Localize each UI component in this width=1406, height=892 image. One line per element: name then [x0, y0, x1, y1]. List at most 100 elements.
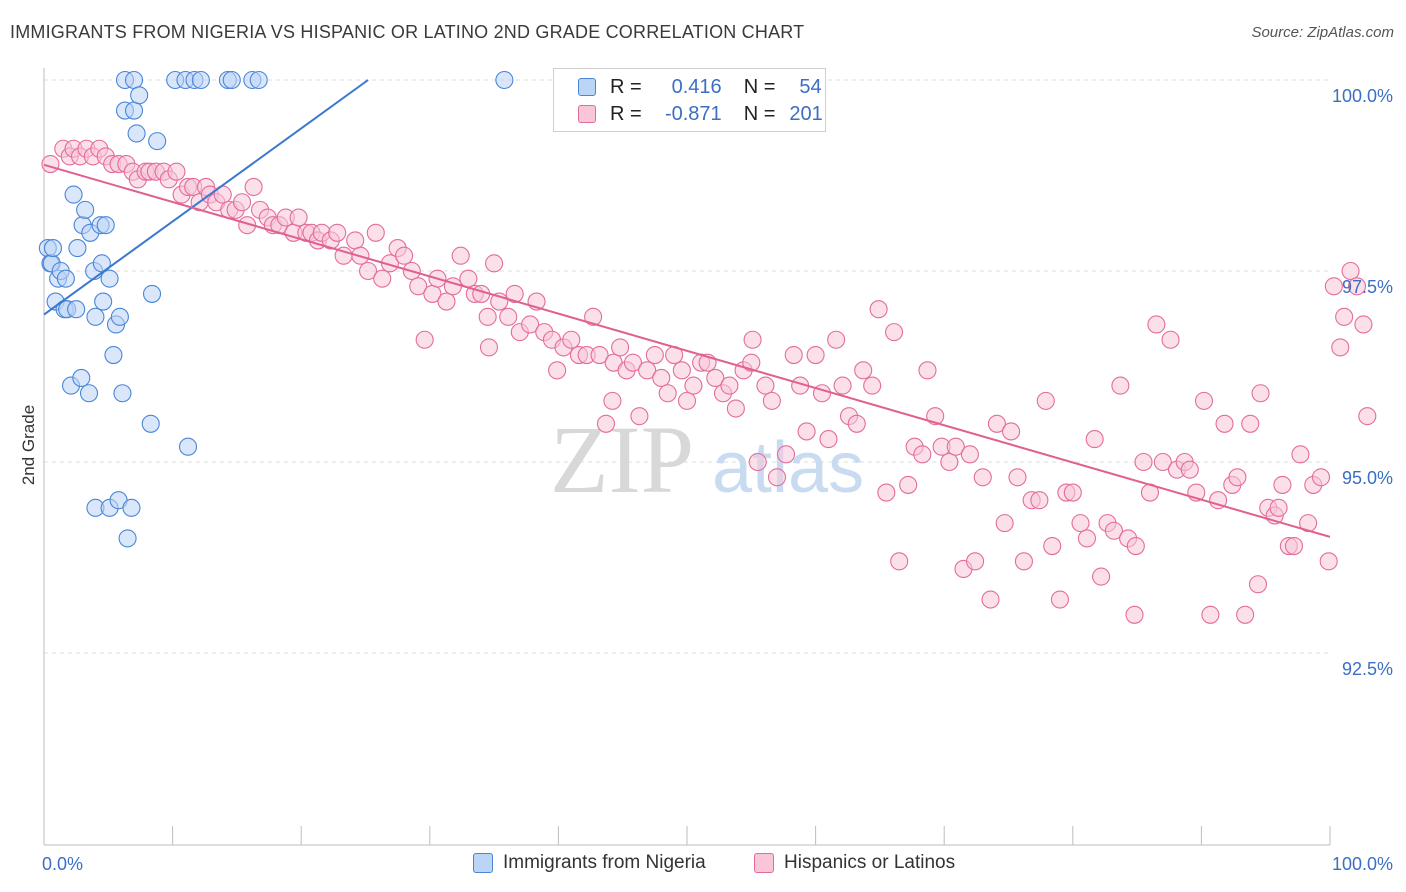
hispanics-point	[1077, 529, 1096, 548]
hispanics-point	[289, 208, 308, 227]
hispanics-point	[645, 345, 664, 365]
hispanics-point	[167, 162, 186, 181]
hispanics-point	[784, 345, 803, 365]
nigeria-point	[191, 70, 210, 90]
hispanics-point	[459, 269, 478, 288]
hispanics-point	[940, 452, 959, 472]
hispanics-point	[748, 452, 767, 472]
hispanics-point	[409, 277, 428, 296]
hispanics-point	[981, 590, 1000, 609]
hispanics-point	[415, 330, 434, 349]
hispanics-point	[451, 246, 470, 265]
axes	[43, 68, 1331, 846]
hispanics-point	[244, 177, 263, 197]
hispanics-point	[521, 315, 540, 334]
legend-item-hispanics: Hispanics or Latinos	[754, 852, 955, 874]
hispanics-point	[1319, 552, 1338, 571]
hispanics-point	[863, 376, 882, 395]
trend-lines	[43, 79, 1331, 538]
nigeria-point	[68, 239, 87, 258]
hispanics-point	[623, 353, 643, 372]
legend-r-label: R =	[610, 102, 642, 125]
legend-n-label: N =	[743, 102, 776, 125]
watermark-zip: ZIP	[550, 406, 694, 513]
legend-r-label: R =	[610, 75, 642, 98]
hispanics-point	[1291, 445, 1310, 464]
legend-row-nigeria: R = 0.416 N = 54	[578, 75, 822, 99]
hispanics-point	[499, 307, 518, 326]
hispanics-point	[1284, 536, 1304, 556]
hispanics-point	[1180, 460, 1199, 479]
hispanics-point	[652, 368, 671, 388]
hispanics-point	[1111, 376, 1130, 395]
nigeria-point	[124, 101, 144, 120]
hispanics-point	[762, 391, 781, 410]
nigeria-point	[94, 292, 113, 311]
hispanics-point	[966, 552, 985, 571]
hispanics-point	[596, 414, 616, 433]
y-tick-label: 97.5%	[1342, 277, 1393, 297]
x-tick-label: 100.0%	[1332, 854, 1393, 874]
series-nigeria-points	[38, 70, 514, 548]
hispanics-point	[1002, 422, 1021, 441]
hispanics-point	[899, 475, 918, 494]
nigeria-point	[110, 307, 129, 326]
nigeria-point	[43, 239, 63, 258]
hispanics-point	[995, 514, 1014, 533]
hispanics-point	[960, 445, 979, 464]
hispanics-point	[877, 483, 896, 502]
hispanics-point	[827, 330, 846, 349]
hispanics-point	[1215, 414, 1234, 433]
hispanics-point	[1248, 575, 1268, 594]
hispanics-point	[797, 422, 816, 441]
hispanics-point	[1092, 567, 1111, 586]
hispanics-point	[1228, 468, 1247, 487]
correlation-legend: R = 0.416 N = 54 R = -0.871 N = 201	[553, 68, 826, 132]
hispanics-point	[1311, 468, 1331, 487]
hispanics-point	[1104, 521, 1124, 540]
hispanics-point	[1236, 605, 1255, 624]
hispanics-point	[946, 437, 965, 456]
legend-item-nigeria: Immigrants from Nigeria	[473, 852, 706, 874]
hispanics-point	[1125, 605, 1144, 624]
hispanics-point	[1269, 498, 1288, 517]
nigeria-point	[495, 70, 514, 90]
hispanics-point	[819, 430, 838, 449]
hispanics-point	[1030, 491, 1049, 510]
y-tick-label: 95.0%	[1342, 468, 1393, 488]
hispanics-point	[1071, 514, 1090, 533]
hispanics-point	[630, 407, 649, 426]
hispanics-point	[658, 384, 677, 403]
nigeria-point	[79, 384, 99, 403]
hispanics-point	[1341, 261, 1360, 281]
hispanics-point	[1358, 407, 1377, 426]
hispanics-point	[328, 223, 347, 242]
hispanics-point	[603, 391, 622, 410]
legend-r-value: 0.416	[671, 75, 722, 98]
hispanics-point	[767, 468, 787, 487]
hispanics-point	[1331, 338, 1350, 357]
legend-swatch-pink	[578, 105, 596, 123]
nigeria-point	[96, 216, 115, 235]
hispanics-point	[1153, 452, 1172, 472]
watermark: ZIP atlas	[550, 406, 864, 513]
hispanics-point	[232, 193, 252, 212]
nigeria-point	[142, 284, 162, 303]
hispanics-point	[847, 414, 866, 433]
nigeria-point	[148, 132, 167, 151]
legend-row-hispanics: R = -0.871 N = 201	[578, 102, 823, 126]
tick-labels: 92.5% 95.0% 97.5% 100.0% 0.0% 100.0%	[42, 86, 1393, 874]
hispanics-point	[1201, 605, 1220, 624]
hispanics-point	[706, 368, 725, 388]
hispanics-point	[672, 361, 691, 380]
nigeria-point	[222, 70, 241, 90]
hispanics-point	[638, 361, 657, 380]
nigeria-trend-line	[43, 79, 369, 316]
legend-label: Immigrants from Nigeria	[503, 852, 706, 873]
hispanics-point	[366, 223, 385, 242]
hispanics-point	[806, 345, 825, 365]
hispanics-point	[373, 269, 392, 288]
hispanics-point	[684, 376, 703, 395]
legend-n-value: 201	[789, 102, 823, 125]
nigeria-point	[72, 368, 91, 388]
